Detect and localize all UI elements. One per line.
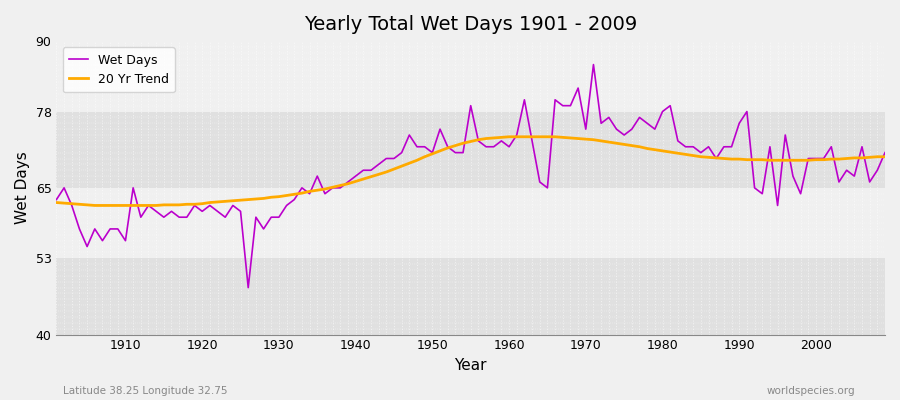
20 Yr Trend [611, 141, 622, 146]
Text: worldspecies.org: worldspecies.org [767, 386, 855, 396]
Wet Days [879, 150, 890, 155]
Wet Days [511, 133, 522, 138]
20 Yr Trend [89, 203, 100, 208]
20 Yr Trend [511, 134, 522, 139]
20 Yr Trend [51, 200, 62, 205]
Wet Days [243, 285, 254, 290]
Wet Days [51, 197, 62, 202]
Bar [57, 258, 885, 334]
Y-axis label: Wet Days: Wet Days [15, 152, 30, 224]
Wet Days [611, 127, 622, 132]
20 Yr Trend [504, 134, 515, 139]
20 Yr Trend [120, 203, 130, 208]
Line: 20 Yr Trend: 20 Yr Trend [57, 137, 885, 206]
20 Yr Trend [335, 183, 346, 188]
Wet Days [504, 144, 515, 149]
Wet Days [588, 62, 598, 67]
Wet Days [335, 186, 346, 190]
Text: Latitude 38.25 Longitude 32.75: Latitude 38.25 Longitude 32.75 [63, 386, 228, 396]
20 Yr Trend [289, 192, 300, 197]
Wet Days [112, 226, 123, 231]
Bar [57, 188, 885, 258]
20 Yr Trend [879, 154, 890, 159]
Bar [57, 41, 885, 112]
Wet Days [289, 197, 300, 202]
Title: Yearly Total Wet Days 1901 - 2009: Yearly Total Wet Days 1901 - 2009 [304, 15, 637, 34]
Bar [57, 112, 885, 188]
20 Yr Trend [519, 134, 530, 139]
Legend: Wet Days, 20 Yr Trend: Wet Days, 20 Yr Trend [63, 47, 175, 92]
Line: Wet Days: Wet Days [57, 64, 885, 288]
X-axis label: Year: Year [454, 358, 487, 373]
